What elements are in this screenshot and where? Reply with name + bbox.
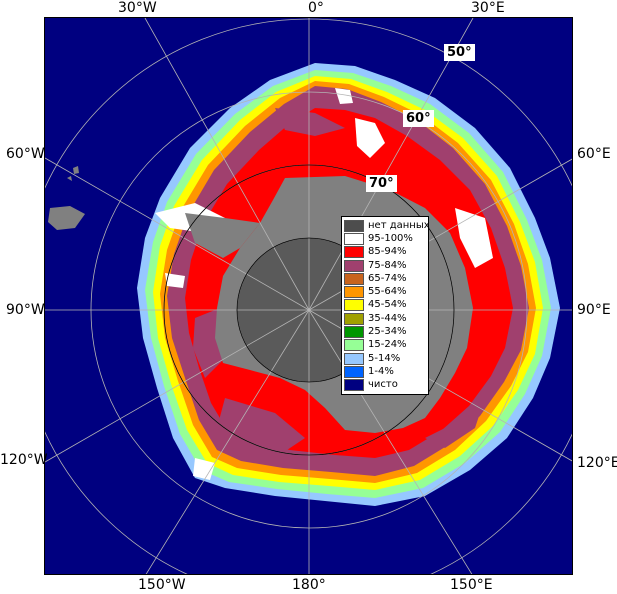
sea-ice-map [44, 17, 573, 575]
purple-patch-3 [275, 108, 345, 136]
legend-label: 1-4% [368, 365, 394, 377]
legend-item: 65-74% [344, 272, 426, 285]
purple-patch-1 [217, 398, 305, 458]
lon-label-120e: 120°E [577, 455, 617, 471]
legend-swatch [344, 232, 364, 245]
lon-label-30e: 30°E [471, 0, 505, 16]
legend-label: 45-54% [368, 299, 407, 311]
legend-swatch [344, 272, 364, 285]
lon-label-90e: 90°E [577, 302, 611, 318]
legend-label: 55-64% [368, 286, 407, 298]
lon-label-60e: 60°E [577, 146, 611, 162]
legend-swatch [344, 299, 364, 312]
legend-item: чисто [344, 379, 426, 392]
legend-swatch [344, 326, 364, 339]
legend-swatch [344, 352, 364, 365]
legend-item: 25-34% [344, 325, 426, 339]
lon-label-180: 180° [292, 577, 326, 593]
white-patch-5 [165, 273, 185, 288]
legend-swatch [344, 365, 364, 378]
legend-item: 85-94% [344, 246, 426, 259]
legend-item: 5-14% [344, 352, 426, 365]
legend-item: 1-4% [344, 365, 426, 378]
legend-item: 15-24% [344, 339, 426, 352]
lon-label-90w: 90°W [6, 302, 45, 318]
legend-swatch [344, 379, 364, 392]
purple-patch-2 [425, 398, 485, 448]
legend-label: 5-14% [368, 352, 401, 364]
lon-label-30w: 30°W [118, 0, 157, 16]
white-patch-2 [335, 88, 353, 104]
legend-label: 65-74% [368, 272, 407, 284]
lon-label-150w: 150°W [138, 577, 186, 593]
legend-swatch [344, 246, 364, 259]
legend-swatch [344, 339, 364, 352]
legend-label: 15-24% [368, 339, 407, 351]
lat-label-60: 60° [403, 110, 434, 127]
legend-swatch [344, 286, 364, 299]
legend-label: 95-100% [368, 232, 413, 244]
legend-swatch [344, 219, 364, 232]
legend-label: нет данных [368, 219, 430, 231]
legend-item: 95-100% [344, 232, 426, 245]
legend-item: нет данных [344, 219, 430, 232]
white-patch-1 [355, 118, 385, 158]
legend-label: чисто [368, 379, 398, 391]
legend-swatch [344, 259, 364, 272]
legend-label: 75-84% [368, 259, 407, 271]
white-patch-3 [455, 208, 493, 268]
legend-label: 85-94% [368, 246, 407, 258]
legend-item: 55-64% [344, 285, 426, 299]
lon-label-0: 0° [308, 0, 324, 16]
map-legend: нет данных 95-100% 85-94% 75-84% 65-74% 55-64… [341, 216, 430, 395]
lon-label-120w: 120°W [0, 452, 48, 468]
polar-stereographic-map [45, 18, 572, 574]
legend-label: 25-34% [368, 326, 407, 338]
legend-item: 45-54% [344, 299, 426, 312]
legend-item: 35-44% [344, 312, 426, 325]
lat-label-50: 50° [444, 44, 475, 61]
lon-label-60w: 60°W [6, 146, 45, 162]
legend-label: 35-44% [368, 312, 407, 324]
lon-label-150e: 150°E [450, 577, 493, 593]
legend-item: 75-84% [344, 259, 426, 272]
south-america-tip [48, 206, 85, 230]
legend-swatch [344, 312, 364, 325]
white-patch-4 [193, 458, 215, 480]
islands-west [67, 166, 79, 181]
lat-label-70: 70° [366, 175, 397, 192]
antarctic-peninsula [185, 213, 260, 258]
